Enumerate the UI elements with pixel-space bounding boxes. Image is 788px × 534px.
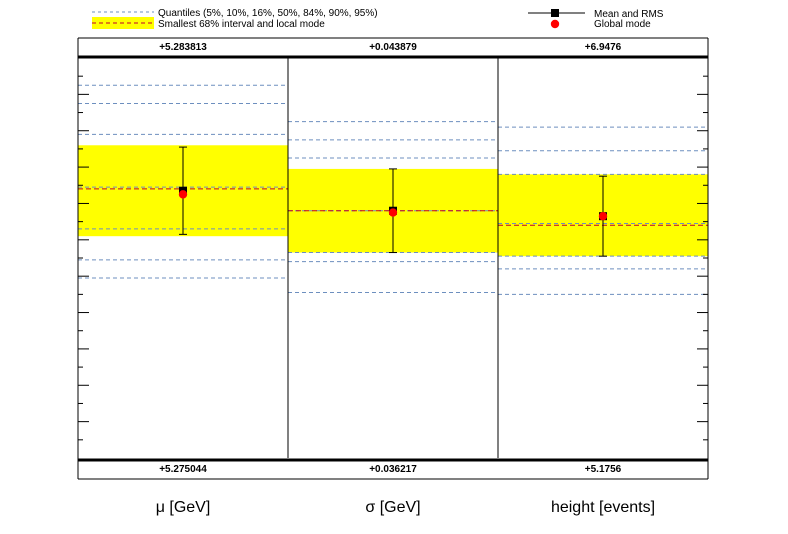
global-mode-marker (598, 211, 608, 221)
legend-mean-label: Mean and RMS (594, 9, 664, 20)
legend-mean-marker (551, 9, 559, 17)
global-mode-marker (178, 190, 188, 199)
max-label: +0.043879 (369, 42, 417, 53)
legend-quantiles-label: Quantiles (5%, 10%, 16%, 50%, 84%, 90%, … (158, 8, 378, 19)
legend-interval-label: Smallest 68% interval and local mode (158, 19, 325, 30)
category-label: μ [GeV] (156, 499, 211, 516)
column-1: +0.043879 +0.036217 σ [GeV] (288, 42, 498, 516)
max-label: +6.9476 (585, 42, 622, 53)
column-0: +5.283813 +5.275044 μ [GeV] (78, 42, 288, 516)
column-2: +6.9476 +5.1756 height [events] (498, 42, 708, 516)
max-label: +5.283813 (159, 42, 207, 53)
category-label: σ [GeV] (365, 499, 420, 516)
min-label: +5.275044 (159, 464, 207, 475)
category-label: height [events] (551, 499, 655, 516)
legend-global-marker (550, 19, 560, 29)
legend: Quantiles (5%, 10%, 16%, 50%, 84%, 90%, … (92, 8, 664, 30)
min-label: +0.036217 (369, 464, 417, 475)
legend-global-label: Global mode (594, 19, 651, 30)
axes (77, 38, 709, 479)
columns: +5.283813 +5.275044 μ [GeV] +0.043879 +0.036… (78, 42, 708, 516)
min-label: +5.1756 (585, 464, 622, 475)
global-mode-marker (388, 208, 398, 217)
